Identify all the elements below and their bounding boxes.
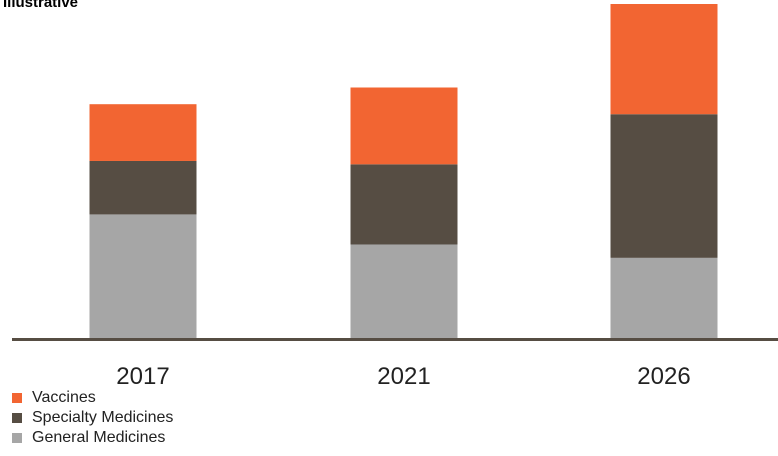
stacked-bar-chart: 2017 2021 2026 <box>12 4 778 390</box>
x-tick-label-2026: 2026 <box>637 363 690 390</box>
legend-swatch-general-medicines <box>12 433 22 443</box>
legend: Vaccines Specialty Medicines General Med… <box>12 388 173 448</box>
bar-2021-specialty-medicines <box>350 164 458 245</box>
bar-2026-vaccines <box>610 4 718 115</box>
bar-2017-specialty-medicines <box>89 160 197 215</box>
bar-2026-general-medicines <box>610 257 718 338</box>
legend-label-vaccines: Vaccines <box>32 389 96 406</box>
bar-2021-general-medicines <box>350 244 458 338</box>
bar-2021-vaccines <box>350 87 458 165</box>
legend-swatch-specialty-medicines <box>12 413 22 423</box>
legend-item-specialty-medicines: Specialty Medicines <box>12 408 173 428</box>
bar-2017-general-medicines <box>89 214 197 338</box>
bar-2026-specialty-medicines <box>610 114 718 258</box>
legend-label-general-medicines: General Medicines <box>32 429 166 446</box>
bar-2017-vaccines <box>89 104 197 161</box>
legend-item-vaccines: Vaccines <box>12 388 173 408</box>
x-tick-label-2017: 2017 <box>116 363 169 390</box>
legend-label-specialty-medicines: Specialty Medicines <box>32 409 174 426</box>
legend-swatch-vaccines <box>12 393 22 403</box>
legend-item-general-medicines: General Medicines <box>12 428 173 448</box>
chart-subtitle: Illustrative <box>3 0 79 11</box>
x-tick-label-2021: 2021 <box>377 363 430 390</box>
